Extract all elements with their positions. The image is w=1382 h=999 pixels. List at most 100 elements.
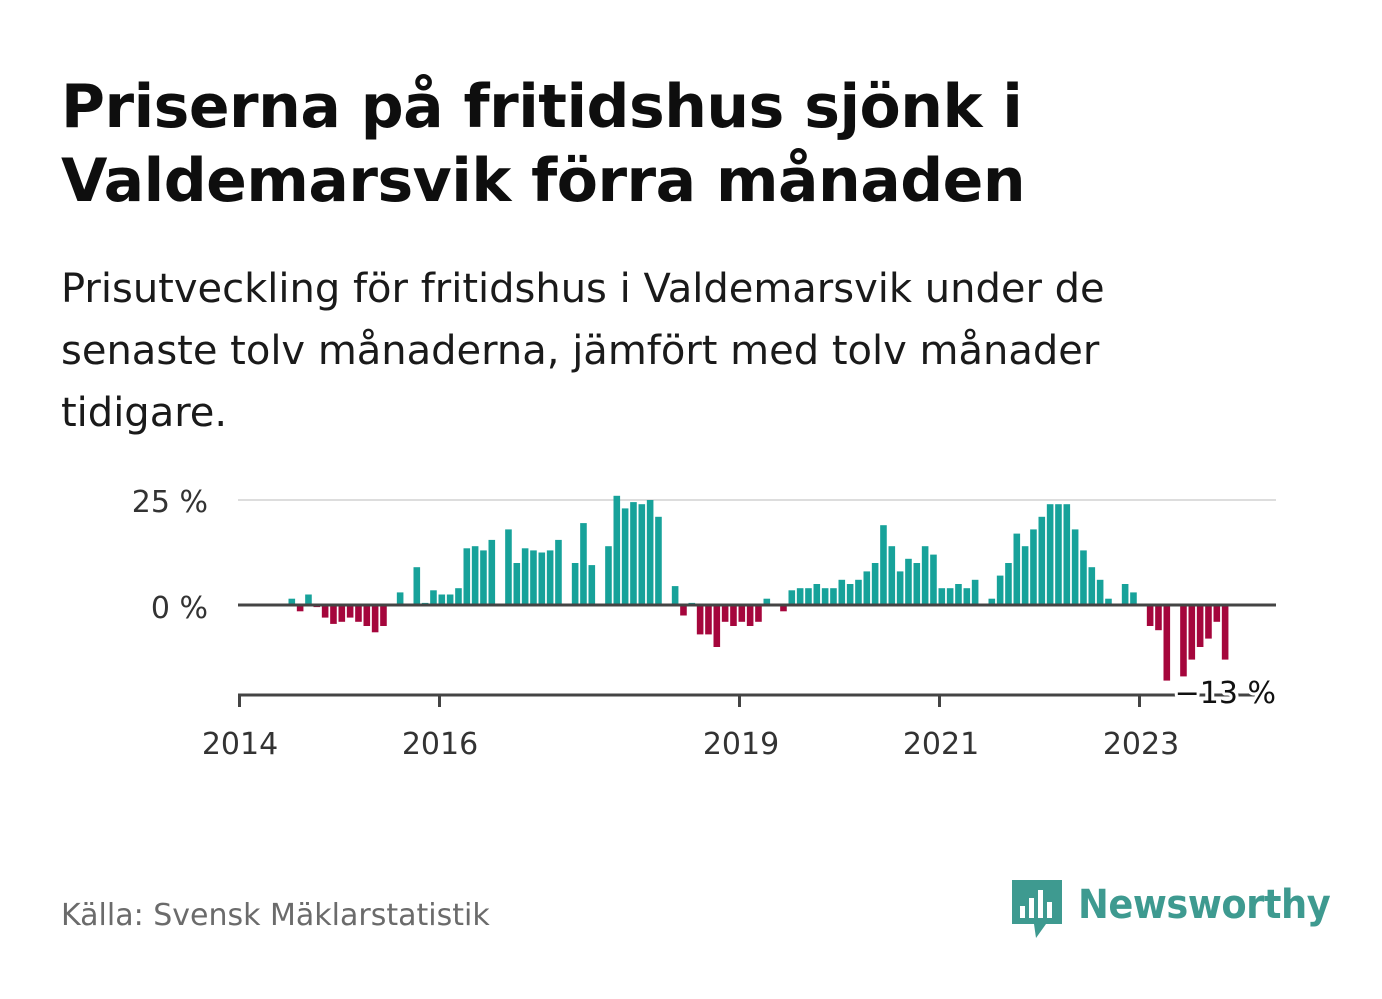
- bar: [1163, 605, 1171, 681]
- last-value-label: −13 %: [1175, 676, 1276, 711]
- bar: [646, 500, 654, 605]
- bar: [671, 586, 679, 605]
- bar: [1055, 504, 1062, 605]
- bar: [821, 588, 829, 605]
- bar: [1130, 592, 1137, 605]
- bar: [855, 579, 862, 605]
- y-tick-label: 0 %: [151, 591, 208, 626]
- bar: [871, 563, 879, 605]
- bar: [1105, 598, 1112, 605]
- bar: [521, 548, 529, 605]
- bar: [1155, 605, 1162, 631]
- bar: [1196, 605, 1204, 647]
- bar: [905, 558, 912, 605]
- bar: [413, 567, 421, 605]
- bar: [571, 563, 579, 605]
- source-note: Källa: Svensk Mäklarstatistik: [61, 898, 490, 933]
- bar: [655, 516, 662, 605]
- bar: [505, 529, 512, 605]
- x-tick-label: 2016: [402, 727, 478, 762]
- bar: [480, 550, 487, 605]
- bar: [1213, 605, 1221, 622]
- bar: [963, 588, 971, 605]
- bar: [396, 592, 404, 605]
- bar: [1063, 504, 1071, 605]
- bar: [346, 605, 354, 618]
- bar: [888, 546, 896, 605]
- bar: [1038, 516, 1046, 605]
- newsworthy-logo-icon: [1012, 880, 1062, 938]
- bar: [1080, 550, 1087, 605]
- bar: [380, 605, 387, 626]
- bar: [1005, 563, 1012, 605]
- bar: [305, 594, 312, 605]
- bar: [638, 504, 646, 605]
- bar: [446, 594, 454, 605]
- y-tick-label: 25 %: [132, 485, 208, 520]
- bar: [830, 588, 837, 605]
- bar: [555, 539, 562, 605]
- bar: [1188, 605, 1196, 660]
- bar: [721, 605, 729, 622]
- bar: [796, 588, 804, 605]
- bar: [621, 508, 629, 605]
- bar: [1071, 529, 1079, 605]
- bar: [513, 563, 521, 605]
- bar: [438, 594, 446, 605]
- bar: [730, 605, 737, 626]
- bar: [338, 605, 346, 622]
- bar: [296, 605, 304, 612]
- bar: [1096, 579, 1104, 605]
- bar: [330, 605, 337, 624]
- bar: [763, 598, 771, 605]
- bar: [955, 584, 962, 605]
- chart-subtitle: Prisutveckling för fritidshus i Valdemar…: [61, 266, 1105, 436]
- bar: [455, 588, 462, 605]
- bar: [921, 546, 929, 605]
- bar: [696, 605, 704, 635]
- bar: [538, 552, 546, 605]
- bar: [1021, 546, 1029, 605]
- bar: [321, 605, 329, 618]
- bar: [288, 598, 296, 605]
- bar: [938, 588, 946, 605]
- bar: [1146, 605, 1154, 626]
- bar: [813, 584, 821, 605]
- bar: [1088, 567, 1096, 605]
- bar: [805, 588, 812, 605]
- bar: [846, 584, 854, 605]
- bar: [996, 575, 1004, 605]
- bar: [896, 571, 904, 605]
- bar: [863, 571, 871, 605]
- bar: [738, 605, 746, 622]
- newsworthy-logo: Newsworthy: [1012, 880, 1352, 940]
- bar: [613, 495, 621, 605]
- bar: [488, 539, 496, 605]
- bar: [930, 554, 937, 605]
- bar: [1046, 504, 1054, 605]
- x-tick-label: 2021: [903, 727, 979, 762]
- bar: [530, 550, 537, 605]
- bar: [363, 605, 371, 626]
- axis-layer: [238, 603, 1276, 707]
- brand-name: Newsworthy: [1078, 882, 1331, 928]
- bar: [546, 550, 554, 605]
- bar: [355, 605, 362, 622]
- bar: [680, 605, 687, 616]
- bar: [705, 605, 712, 635]
- bar: [1205, 605, 1212, 639]
- bar: [580, 523, 587, 605]
- x-tick-label: 2014: [202, 727, 278, 762]
- bar: [430, 590, 437, 605]
- bar: [1180, 605, 1187, 677]
- chart-title: Priserna på fritidshus sjönk i Valdemars…: [61, 72, 1026, 216]
- bar: [1221, 605, 1229, 660]
- bar: [838, 579, 846, 605]
- bar: [971, 579, 979, 605]
- bar: [588, 565, 596, 605]
- bar: [946, 588, 954, 605]
- bar: [713, 605, 721, 647]
- bars-layer: [288, 495, 1229, 681]
- bar: [371, 605, 379, 633]
